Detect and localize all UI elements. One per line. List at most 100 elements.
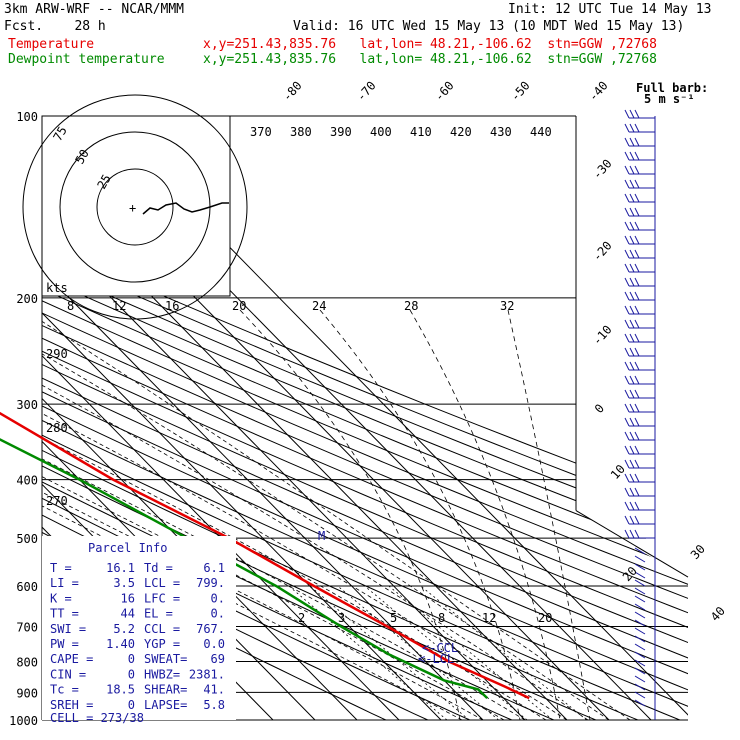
parcel-field-value: 0 xyxy=(128,698,135,712)
isotherm-label: -40 xyxy=(586,79,611,104)
sounding-curves xyxy=(0,411,530,700)
dry-adiabat xyxy=(42,116,688,720)
parcel-field-value: 16.1 xyxy=(106,561,135,575)
wind-barb xyxy=(624,361,655,371)
wind-barb xyxy=(624,529,655,539)
parcel-field-label: HWBZ= xyxy=(144,667,180,681)
theta-label: 420 xyxy=(450,125,472,139)
wind-barb xyxy=(634,651,646,659)
lcl-annotation: <-LCL xyxy=(418,652,454,666)
pressure-label: 700 xyxy=(16,620,38,634)
dry-adiabat xyxy=(42,116,688,720)
wind-barb xyxy=(624,109,655,119)
speed-tick-label: 28 xyxy=(404,299,418,313)
isotherm-label: 30 xyxy=(688,542,708,562)
parcel-field-value: 16 xyxy=(121,591,135,605)
isotherm-line xyxy=(42,116,526,720)
valid-time: Valid: 16 UTC Wed 15 May 13 (10 MDT Wed … xyxy=(293,19,685,34)
parcel-field-value: 767. xyxy=(196,622,225,636)
isotherm-line xyxy=(42,116,442,720)
m-annotation: M xyxy=(318,529,325,543)
mixing-ratio-label: 12 xyxy=(482,611,496,625)
theta-side-label: 280 xyxy=(46,421,68,435)
wind-barb xyxy=(624,319,655,329)
wind-barb xyxy=(624,291,655,301)
speed-guide xyxy=(507,309,591,720)
hodograph-trace xyxy=(142,202,229,215)
isotherm-label: -30 xyxy=(590,157,615,182)
parcel-field-label: Td = xyxy=(144,561,173,575)
parcel-field-value: 0. xyxy=(211,591,225,605)
dry-adiabat xyxy=(42,116,688,720)
parcel-field-value: 3.5 xyxy=(113,576,135,590)
dewpoint-legend: Dewpoint temperature xyxy=(8,52,165,67)
dry-adiabat xyxy=(42,116,688,720)
wind-barb xyxy=(624,249,655,259)
parcel-field-value: 0.0 xyxy=(203,637,225,651)
isotherm-label: 40 xyxy=(708,604,728,624)
wind-barb xyxy=(634,595,646,603)
parcel-field-value: 1.40 xyxy=(106,637,135,651)
dry-adiabat xyxy=(42,116,688,720)
hodograph-ring-label: 50 xyxy=(72,147,91,167)
mixing-ratio-label: 3 xyxy=(338,611,345,625)
parcel-info-title: Parcel Info xyxy=(88,541,167,555)
parcel-field-value: 799. xyxy=(196,576,225,590)
wind-barb xyxy=(634,587,646,595)
isotherm-label: -60 xyxy=(432,79,457,104)
wind-barb xyxy=(634,579,646,587)
dry-adiabat xyxy=(42,116,688,720)
parcel-field-label: SHEAR= xyxy=(144,683,187,697)
parcel-field-value: 6.1 xyxy=(203,561,225,575)
speed-tick-label: 32 xyxy=(500,299,514,313)
wind-barb xyxy=(624,123,655,133)
theta-label: 390 xyxy=(330,125,352,139)
hodograph-center: + xyxy=(129,201,136,215)
wind-barb xyxy=(624,431,655,441)
wind-barb xyxy=(634,603,646,611)
theta-label: 400 xyxy=(370,125,392,139)
parcel-field-label: SWI = xyxy=(50,622,86,636)
wind-barb xyxy=(624,305,655,315)
parcel-field-label: SREH = xyxy=(50,698,93,712)
wind-barb xyxy=(634,659,646,667)
parcel-field-label: SWEAT= xyxy=(144,652,187,666)
isotherm-label: -50 xyxy=(508,79,533,104)
parcel-field-value: 69 xyxy=(211,652,225,666)
wind-barb xyxy=(624,137,655,147)
wind-barb xyxy=(624,333,655,343)
parcel-field-value: 2381. xyxy=(189,667,225,681)
wind-barb xyxy=(634,691,646,699)
speed-tick-label: 20 xyxy=(232,299,246,313)
parcel-field-value: 5.2 xyxy=(113,622,135,636)
mixing-ratio-label: 5 xyxy=(390,611,397,625)
pressure-label: 300 xyxy=(16,398,38,412)
moist-adiabat xyxy=(42,297,631,720)
wind-barb xyxy=(634,611,646,619)
wind-barb xyxy=(624,263,655,273)
parcel-field-label: LI = xyxy=(50,576,79,590)
theta-label: 370 xyxy=(250,125,272,139)
parcel-field-label: K = xyxy=(50,591,72,605)
dry-adiabat xyxy=(42,116,596,720)
dry-adiabat xyxy=(42,116,688,720)
wind-barb xyxy=(624,235,655,245)
theta-side-label: 270 xyxy=(46,494,68,508)
speed-tick-label: 8 xyxy=(67,299,74,313)
wind-barb xyxy=(624,515,655,525)
wind-barb xyxy=(624,501,655,511)
isotherm-line xyxy=(42,116,400,720)
isotherm-line xyxy=(42,116,358,720)
wind-barb xyxy=(634,547,646,555)
pressure-label: 100 xyxy=(16,110,38,124)
parcel-field-label: LCL = xyxy=(144,576,180,590)
wind-barb xyxy=(624,221,655,231)
theta-label: 410 xyxy=(410,125,432,139)
wind-barb xyxy=(634,699,646,707)
barb-legend-title: Full barb: xyxy=(636,81,708,95)
moist-adiabat xyxy=(42,297,463,720)
temperature-legend: Temperature xyxy=(8,37,95,52)
dry-adiabat xyxy=(42,116,688,720)
